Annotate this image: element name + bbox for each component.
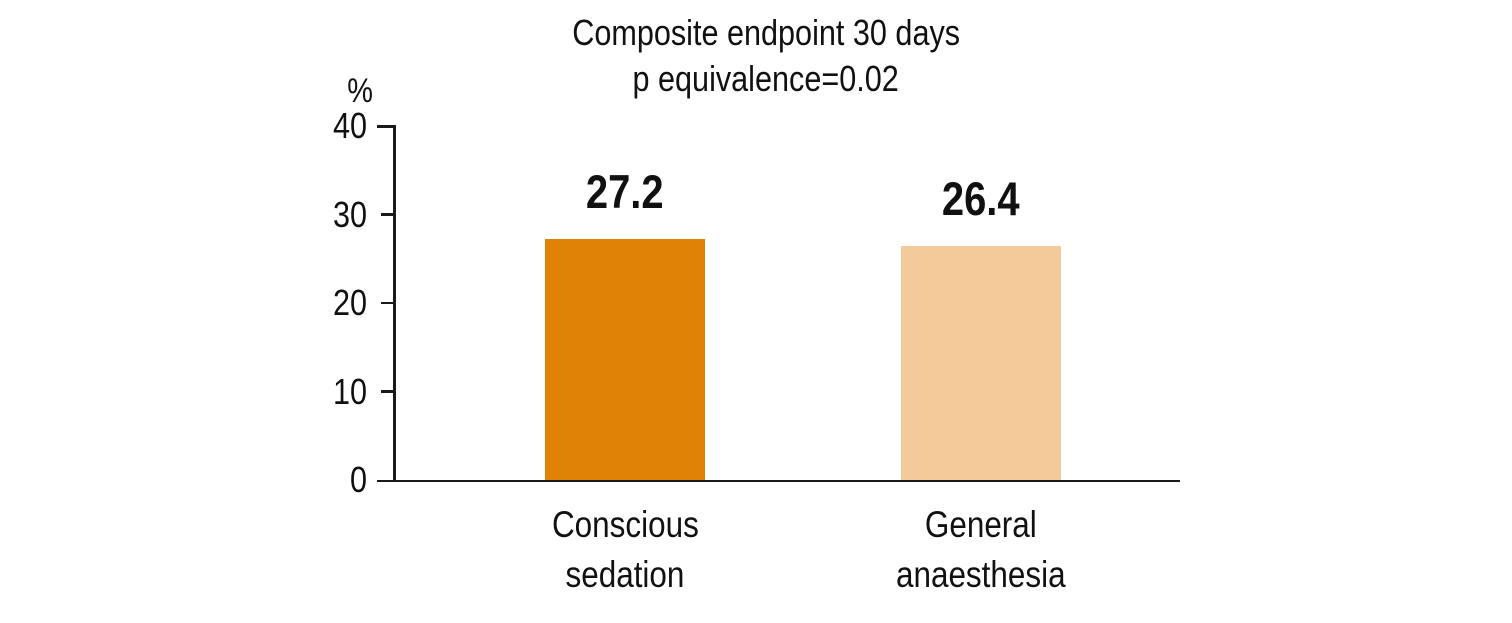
y-tick-label: 0 (349, 459, 367, 500)
y-tick-label: 30 (332, 193, 367, 235)
x-category-label-line: General (924, 504, 1037, 545)
y-axis-unit-label: % (347, 72, 373, 110)
x-category-label: General anaesthesia (841, 500, 1121, 600)
y-tick-mark (381, 213, 394, 216)
x-category-label-line: Conscious (551, 504, 699, 545)
x-category-label: Conscious sedation (485, 500, 765, 600)
x-axis-line (377, 479, 1180, 482)
y-tick-mark (381, 301, 394, 305)
y-tick-label: 40 (332, 105, 367, 146)
chart-title: Composite endpoint 30 days p equivalence… (366, 10, 1166, 102)
chart-title-line2: p equivalence=0.02 (366, 56, 1166, 102)
y-axis-top-tick (377, 125, 396, 128)
bar-conscious-sedation (545, 239, 705, 480)
bar-value-label: 26.4 (941, 172, 1020, 226)
x-category-label-line: anaesthesia (895, 554, 1066, 595)
chart-title-line1: Composite endpoint 30 days (366, 10, 1166, 56)
chart-title-text: Composite endpoint 30 days (572, 12, 960, 53)
chart-subtitle-text: p equivalence=0.02 (632, 58, 900, 99)
bar-value-label: 27.2 (586, 165, 664, 219)
y-axis-line (393, 125, 396, 482)
bar-column: 27.2 (525, 168, 725, 480)
bar-general-anaesthesia (900, 246, 1061, 480)
plot-area: 0 10 20 30 40 27.2 26.4 (333, 105, 1180, 500)
x-category-label-line: sedation (565, 554, 685, 595)
bar-column: 26.4 (881, 175, 1081, 480)
y-tick-label: 10 (332, 370, 367, 412)
y-tick-label: 20 (332, 282, 367, 323)
y-tick-mark (381, 390, 394, 393)
